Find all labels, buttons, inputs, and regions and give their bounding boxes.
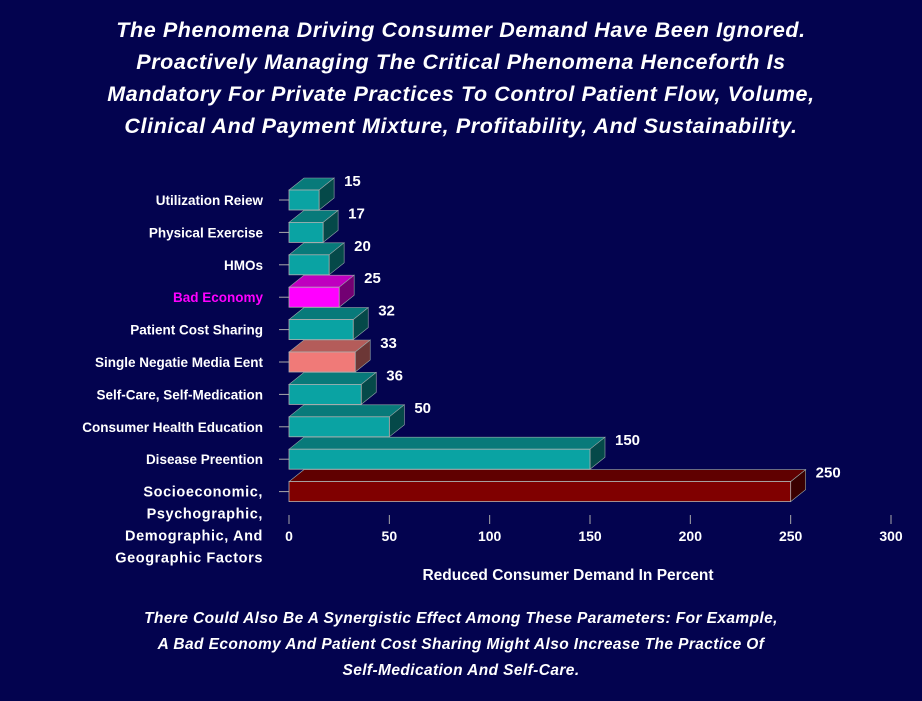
data-label: 36 <box>386 367 403 384</box>
x-tick-label: 250 <box>779 528 803 544</box>
x-tick-label: 300 <box>879 528 903 544</box>
data-label: 15 <box>344 173 361 190</box>
x-tick-label: 200 <box>679 528 703 544</box>
footnote-line: A Bad Economy And Patient Cost Sharing M… <box>157 636 765 653</box>
title-line: Proactively Managing The Critical Phenom… <box>136 50 786 74</box>
category-label: Disease Preention <box>146 452 263 467</box>
data-label: 50 <box>414 400 431 417</box>
category-label: Socioeconomic, <box>143 485 263 501</box>
data-label: 17 <box>348 205 365 222</box>
x-tick-label: 150 <box>578 528 602 544</box>
data-label: 33 <box>380 335 397 352</box>
bar <box>288 481 792 503</box>
footnote-line: There Could Also Be A Synergistic Effect… <box>144 610 778 627</box>
x-tick-label: 0 <box>285 528 293 544</box>
bar-top-face <box>288 469 807 482</box>
data-label: 250 <box>816 465 841 482</box>
bar <box>288 189 320 211</box>
category-label: Bad Economy <box>173 290 264 305</box>
bar <box>288 416 390 438</box>
bar <box>288 254 330 276</box>
data-label: 25 <box>364 270 381 287</box>
bar <box>288 286 340 308</box>
data-label: 32 <box>378 303 395 320</box>
x-tick-label: 50 <box>382 528 398 544</box>
category-label: HMOs <box>224 258 263 273</box>
category-label: Psychographic, <box>147 507 263 523</box>
footnote-line: Self-Medication And Self-Care. <box>342 662 580 679</box>
bar <box>288 383 362 405</box>
chart-title: The Phenomena Driving Consumer Demand Ha… <box>0 14 922 142</box>
bar <box>288 221 324 243</box>
category-label: Physical Exercise <box>149 225 264 240</box>
x-axis-label: Reduced Consumer Demand In Percent <box>422 567 713 584</box>
category-label: Self-Care, Self-Medication <box>96 387 263 402</box>
category-label: Demographic, And <box>125 529 263 545</box>
title-line: Clinical And Payment Mixture, Profitabil… <box>124 114 798 138</box>
bar-top-face <box>288 404 406 418</box>
title-line: Mandatory For Private Practices To Contr… <box>107 82 815 106</box>
category-label: Consumer Health Education <box>82 420 263 435</box>
category-label: Single Negatie Media Eent <box>95 355 264 370</box>
bar <box>288 448 591 470</box>
category-label: Geographic Factors <box>115 551 263 567</box>
data-label: 20 <box>354 238 371 255</box>
bar-top-face <box>288 436 606 450</box>
category-label: Utilization Reiew <box>156 193 264 208</box>
chart-footnote: There Could Also Be A Synergistic Effect… <box>0 606 922 684</box>
title-line: The Phenomena Driving Consumer Demand Ha… <box>116 18 806 42</box>
x-tick-label: 100 <box>478 528 502 544</box>
data-label: 150 <box>615 432 640 449</box>
bar <box>288 319 354 341</box>
bar <box>288 351 356 373</box>
category-label: Patient Cost Sharing <box>130 323 263 338</box>
